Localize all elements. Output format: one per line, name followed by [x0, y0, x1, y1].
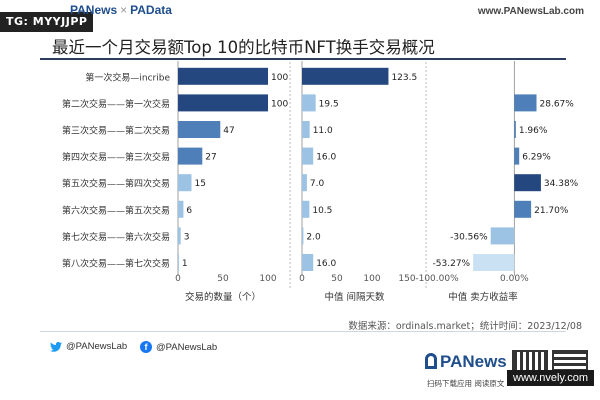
brand-padata: PAData — [130, 3, 172, 17]
facebook-handle-text: @PANewsLab — [156, 341, 218, 353]
tick-label: 50 — [217, 274, 229, 284]
category-label: 第六次交易——第五次交易 — [62, 204, 170, 216]
bar — [473, 254, 515, 271]
data-label: 19.5 — [319, 99, 339, 109]
watermark-tag: TG: MYYJJPP — [0, 12, 94, 32]
title-rule — [40, 58, 566, 60]
data-label: 123.5 — [391, 73, 417, 83]
bar — [178, 174, 192, 192]
bar — [178, 121, 221, 138]
header: TG: MYYJJPP PANews × PAData www.PANewsLab.… — [0, 0, 600, 32]
tick-label: 0 — [299, 274, 305, 284]
bar — [302, 67, 389, 85]
bar — [178, 147, 203, 165]
bar — [490, 227, 515, 245]
bar — [302, 254, 314, 271]
data-label: 21.70% — [534, 206, 569, 216]
bar — [178, 200, 184, 218]
category-label: 第三次交易——第二次交易 — [62, 125, 170, 137]
footer: @PANewsLab f @PANewsLab PANews 扫码下载应用 阅读… — [0, 330, 600, 400]
category-label: 第五次交易——第四次交易 — [62, 178, 170, 190]
bar — [514, 94, 537, 112]
bar — [302, 121, 310, 138]
footer-rule — [40, 331, 566, 332]
data-label: 1.96% — [519, 126, 548, 136]
bar — [178, 227, 181, 245]
tick-label: 100 — [259, 274, 276, 284]
bar — [302, 174, 307, 192]
bar — [302, 147, 314, 165]
tick-label: -100.00% — [415, 274, 459, 284]
data-label: 100 — [271, 99, 288, 109]
category-label: 第二次交易——第一次交易 — [62, 98, 170, 110]
data-label: 27 — [205, 153, 216, 163]
tick-label: 50 — [331, 274, 343, 284]
data-label: 34.38% — [544, 179, 579, 189]
data-label: 47 — [223, 126, 234, 136]
panews-mark-icon — [425, 353, 437, 369]
bar — [178, 94, 268, 112]
twitter-handle-text: @PANewsLab — [66, 341, 128, 352]
data-label: 11.0 — [313, 126, 333, 136]
bar — [514, 147, 520, 165]
twitter-bird-icon — [50, 341, 62, 352]
data-label: 16.0 — [316, 259, 336, 269]
brand-separator: × — [120, 3, 128, 17]
footer-logo: PANews — [425, 352, 507, 372]
data-label: 1 — [182, 259, 188, 269]
category-label: 第七次交易——第六次交易 — [62, 231, 170, 243]
data-label: 28.67% — [540, 99, 575, 109]
facebook-f-icon: f — [140, 341, 152, 353]
category-label: 第一次交易—incribe — [85, 71, 170, 83]
bar — [514, 200, 532, 218]
data-label: 2.0 — [306, 232, 321, 242]
bar — [178, 67, 268, 85]
tick-label: 100 — [363, 274, 380, 284]
footer-logo-text: PANews — [440, 352, 507, 371]
data-label: 3 — [184, 232, 190, 242]
axis-label: 交易的数量（个） — [185, 291, 261, 303]
chart: 第一次交易—incribe 第二次交易——第一次交易第三次交易——第二次交易第四次… — [62, 61, 579, 303]
page-title: 最近一个月交易额Top 10的比特币NFT换手交易概况 — [52, 38, 435, 57]
bar — [302, 94, 316, 112]
brand-logo: PANews × PAData — [70, 3, 172, 17]
data-label: 6.29% — [522, 153, 551, 163]
category-label: 第八次交易——第七次交易 — [62, 258, 170, 270]
twitter-handle[interactable]: @PANewsLab — [50, 341, 127, 352]
axis-label: 中值 间隔天数 — [324, 291, 385, 303]
tick-label: 150 — [398, 274, 415, 284]
data-label: 6 — [186, 206, 192, 216]
axis-label: 中值 卖方收益率 — [448, 291, 518, 303]
data-label: 7.0 — [310, 179, 325, 189]
bar — [178, 254, 179, 271]
data-label: -30.56% — [450, 232, 488, 242]
tick-label: 0.00% — [500, 274, 529, 284]
site-watermark: www.nvely.com — [507, 370, 594, 386]
data-label: -53.27% — [433, 259, 471, 269]
bar — [302, 227, 304, 245]
bar — [514, 121, 516, 138]
bar — [302, 200, 310, 218]
footer-subtext: 扫码下载应用 阅读原文 — [427, 379, 505, 388]
facebook-handle[interactable]: f @PANewsLab — [140, 341, 217, 353]
brand-panews: PANews — [70, 3, 118, 17]
data-label: 16.0 — [316, 153, 336, 163]
category-label: 第四次交易——第三次交易 — [62, 151, 170, 163]
brand-url[interactable]: www.PANewsLab.com — [477, 6, 584, 17]
tick-label: 0 — [175, 274, 181, 284]
source-note: 数据来源：ordinals.market；统计时间：2023/12/08 — [348, 321, 582, 332]
data-label: 100 — [271, 73, 288, 83]
bar — [514, 174, 541, 192]
data-label: 15 — [195, 179, 206, 189]
data-label: 10.5 — [312, 206, 332, 216]
